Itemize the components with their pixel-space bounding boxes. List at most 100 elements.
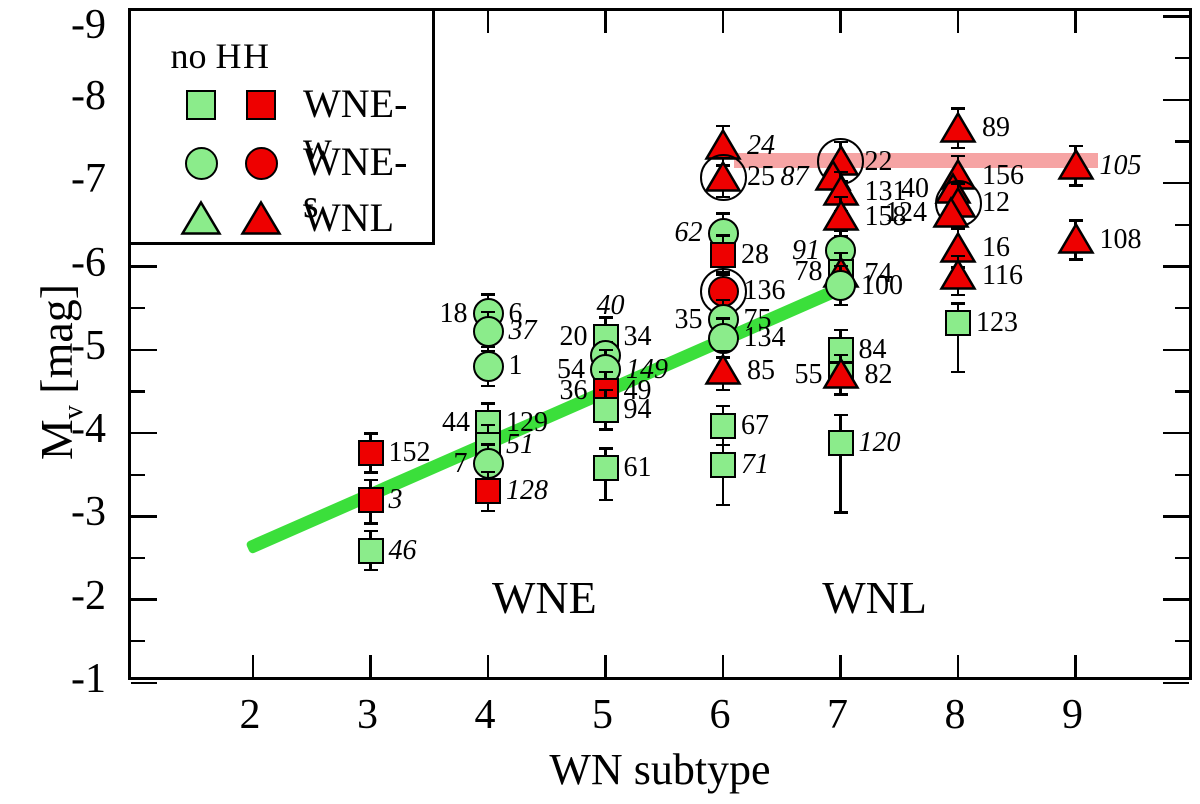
marker-61 <box>592 455 619 482</box>
y-tick-left--4 <box>131 431 157 435</box>
marker-128 <box>475 478 501 505</box>
error-bar-cap-top <box>951 154 965 158</box>
error-bar-cap-top <box>833 251 848 254</box>
point-label-49: 49 <box>623 375 652 407</box>
error-bar-cap-top <box>716 212 730 215</box>
point-label-124: 124 <box>885 197 927 229</box>
y-minortick-left--6 <box>131 307 145 310</box>
point-label-91: 91 <box>792 234 820 266</box>
x-tick-label-9: 9 <box>1062 692 1083 738</box>
x-tick-top-5 <box>604 11 607 33</box>
point-label-120: 120 <box>858 427 901 459</box>
y-tick-right--2 <box>1163 598 1189 601</box>
marker-120 <box>827 430 854 457</box>
y-tick-right--5 <box>1163 348 1189 352</box>
error-bar-cap-top <box>833 170 848 174</box>
marker-124 <box>932 195 970 228</box>
point-label-116: 116 <box>982 259 1023 291</box>
point-label-20: 20 <box>559 321 588 353</box>
error-bar-cap-top <box>951 254 965 258</box>
marker-1 <box>472 350 504 382</box>
y-tick-right--9 <box>1163 15 1189 18</box>
y-tick-right--7 <box>1163 181 1189 185</box>
marker-108-shape <box>1056 222 1095 255</box>
legend-header-noH: no H <box>170 36 242 76</box>
x-axis-title: WN subtype <box>549 745 771 794</box>
legend-triangle-icon-red-shape <box>240 200 282 235</box>
x-tick-bottom-2 <box>251 655 255 677</box>
error-bar-cap-top <box>716 234 730 237</box>
y-tick-label--5: -5 <box>71 322 106 369</box>
ring-marker <box>699 153 747 201</box>
error-bar-cap-top <box>951 302 965 305</box>
point-label-22: 22 <box>864 145 893 177</box>
error-bar <box>839 413 842 514</box>
x-tick-label-4: 4 <box>474 692 496 738</box>
point-label-75: 75 <box>743 303 772 335</box>
x-tick-label-8: 8 <box>944 692 966 738</box>
marker-46 <box>357 537 384 564</box>
annotation-WNL: WNL <box>822 572 927 624</box>
point-label-12: 12 <box>982 187 1010 219</box>
y-minortick-right--3 <box>1175 556 1189 560</box>
error-bar-cap-bottom <box>363 471 378 474</box>
y-tick-right--8 <box>1163 98 1189 102</box>
error-bar-cap-bottom <box>716 503 730 507</box>
y-tick-left--2 <box>131 598 157 601</box>
error-bar-cap-bottom <box>951 293 965 297</box>
marker-105-shape <box>1056 148 1095 180</box>
x-tick-top-8 <box>956 11 960 33</box>
error-bar-cap-top <box>951 227 965 230</box>
point-label-78: 78 <box>794 256 823 288</box>
point-label-61: 61 <box>623 452 652 484</box>
y-minortick-left--5 <box>131 390 145 393</box>
x-tick-bottom-5 <box>604 655 607 677</box>
y-tick-label--2: -2 <box>71 572 106 619</box>
error-bar-cap-bottom <box>363 568 378 572</box>
y-tick-left--3 <box>131 515 157 518</box>
y-tick-label--1: -1 <box>71 656 106 702</box>
legend-header-H: H <box>243 36 269 76</box>
marker-85 <box>704 353 742 385</box>
y-tick-right--1 <box>1163 681 1189 685</box>
point-label-25: 25 <box>747 161 775 193</box>
point-label-149: 149 <box>626 353 668 385</box>
point-label-87: 87 <box>780 160 809 192</box>
point-label-85: 85 <box>747 354 775 386</box>
y-tick-left--6 <box>131 265 157 268</box>
marker-71 <box>710 451 736 478</box>
point-label-74: 74 <box>864 257 893 289</box>
point-label-6: 6 <box>508 297 523 329</box>
point-label-28: 28 <box>741 238 769 270</box>
x-tick-top-9 <box>1074 11 1077 33</box>
point-label-24: 24 <box>747 129 775 161</box>
y-minortick-right--9 <box>1175 57 1189 60</box>
point-label-62: 62 <box>674 217 703 249</box>
x-tick-top-6 <box>721 11 725 33</box>
marker-3 <box>357 486 384 513</box>
point-label-84: 84 <box>858 333 887 365</box>
x-tick-label-3: 3 <box>357 692 378 738</box>
point-label-44: 44 <box>442 407 470 439</box>
error-bar-cap-top <box>481 443 495 446</box>
y-tick-label--7: -7 <box>71 156 106 203</box>
marker-105 <box>1056 148 1095 180</box>
x-tick-bottom-9 <box>1074 655 1077 677</box>
error-bar-cap-top <box>481 423 495 427</box>
error-bar <box>956 302 960 374</box>
error-bar-cap-bottom <box>951 146 965 150</box>
x-tick-label-2: 2 <box>239 692 261 738</box>
legend-circle-icon-green <box>184 146 218 180</box>
y-tick-left--1 <box>131 681 157 685</box>
point-label-46: 46 <box>388 534 417 566</box>
point-label-67: 67 <box>741 409 769 441</box>
marker-123 <box>945 310 971 337</box>
x-tick-bottom-7 <box>839 655 842 677</box>
point-label-82: 82 <box>864 358 893 390</box>
y-tick-label--6: -6 <box>71 239 106 286</box>
point-label-129: 129 <box>506 407 548 439</box>
y-minortick-right--4 <box>1175 473 1189 476</box>
y-minortick-right--5 <box>1175 390 1189 393</box>
y-tick-right--6 <box>1163 265 1189 268</box>
y-tick-label--9: -9 <box>71 2 106 48</box>
